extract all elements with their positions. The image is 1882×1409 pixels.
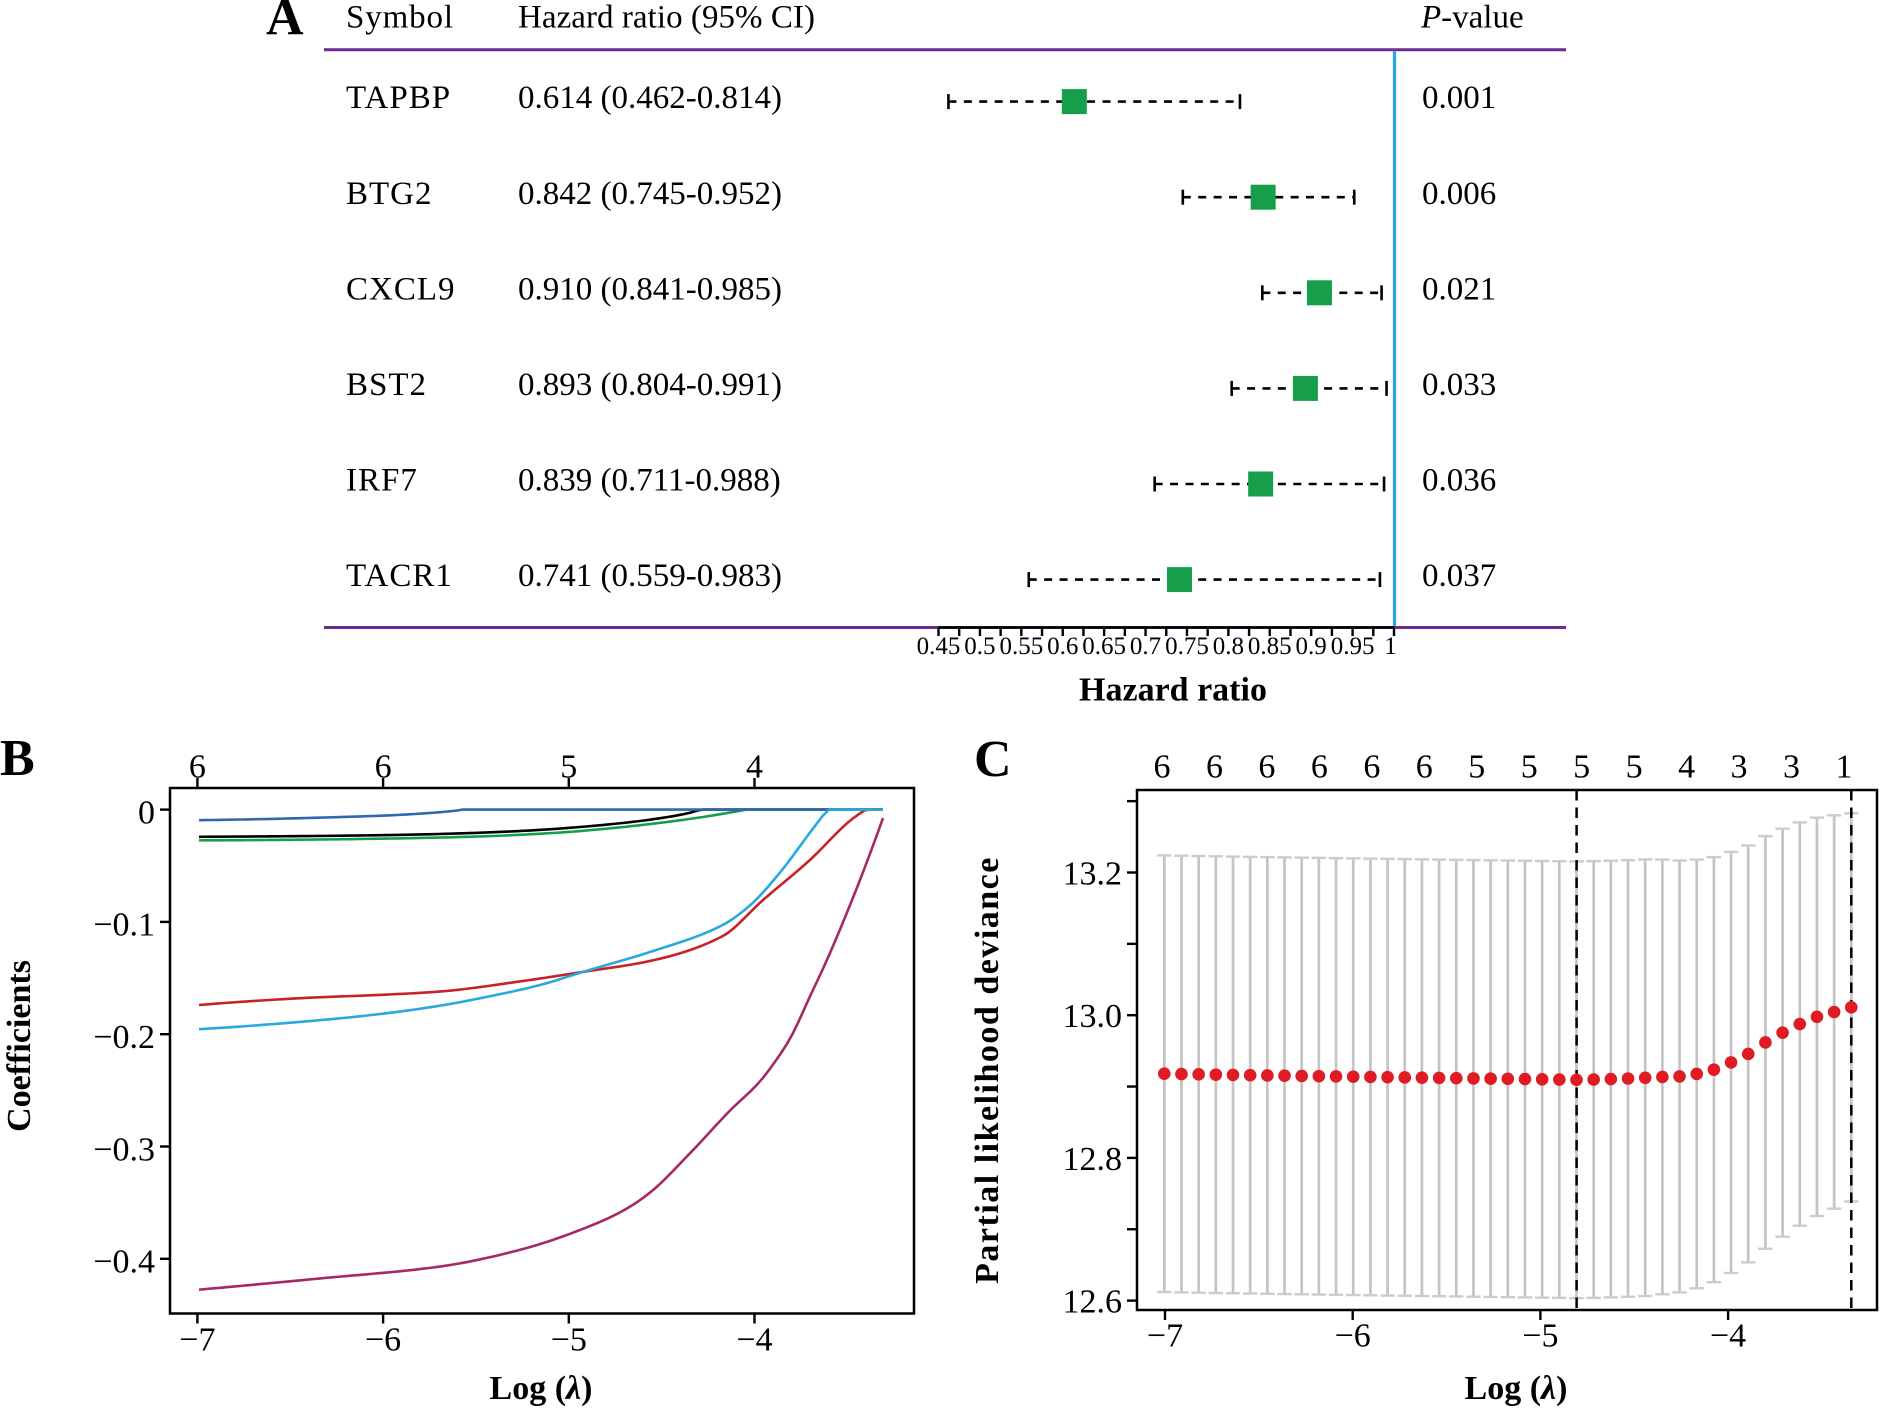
svg-text:0.8: 0.8 (1213, 633, 1244, 660)
svg-text:0.85: 0.85 (1248, 633, 1292, 660)
svg-text:0.001: 0.001 (1422, 80, 1496, 116)
svg-text:TACR1: TACR1 (346, 558, 453, 594)
svg-text:0.741 (0.559-0.983): 0.741 (0.559-0.983) (518, 558, 782, 594)
svg-text:0.021: 0.021 (1422, 271, 1496, 307)
svg-text:C: C (974, 731, 1012, 788)
svg-text:TAPBP: TAPBP (346, 80, 451, 116)
svg-text:Log (λ): Log (λ) (1465, 1370, 1568, 1407)
svg-text:6: 6 (1258, 749, 1275, 786)
svg-text:1: 1 (1835, 749, 1852, 786)
svg-text:6: 6 (189, 749, 206, 786)
svg-text:0.6: 0.6 (1047, 633, 1078, 660)
svg-text:−5: −5 (551, 1322, 587, 1359)
svg-text:IRF7: IRF7 (346, 463, 418, 499)
svg-text:Hazard ratio (95% CI): Hazard ratio (95% CI) (518, 0, 815, 36)
svg-text:0.9: 0.9 (1296, 633, 1327, 660)
svg-text:B: B (0, 730, 35, 787)
svg-text:Coefficients: Coefficients (1, 960, 38, 1132)
svg-text:−6: −6 (365, 1322, 401, 1359)
svg-text:4: 4 (746, 749, 763, 786)
svg-text:12.8: 12.8 (1063, 1141, 1123, 1178)
svg-text:0.5: 0.5 (964, 633, 995, 660)
svg-text:−0.4: −0.4 (93, 1244, 155, 1281)
svg-text:−4: −4 (1710, 1318, 1746, 1355)
svg-text:6: 6 (1311, 749, 1328, 786)
svg-text:Log (λ): Log (λ) (490, 1370, 593, 1407)
svg-text:5: 5 (1573, 749, 1590, 786)
svg-text:Partial likelihood deviance: Partial likelihood deviance (969, 856, 1006, 1284)
svg-text:4: 4 (1678, 749, 1695, 786)
svg-text:0.75: 0.75 (1165, 633, 1209, 660)
svg-text:P-value: P-value (1420, 0, 1524, 36)
svg-text:13.0: 13.0 (1063, 998, 1123, 1035)
svg-text:0.893 (0.804-0.991): 0.893 (0.804-0.991) (518, 367, 782, 403)
svg-text:13.2: 13.2 (1063, 856, 1123, 893)
svg-text:0: 0 (138, 794, 155, 831)
svg-text:−0.3: −0.3 (93, 1131, 155, 1168)
svg-text:3: 3 (1783, 749, 1800, 786)
svg-text:CXCL9: CXCL9 (346, 271, 456, 307)
svg-text:6: 6 (1416, 749, 1433, 786)
svg-text:12.6: 12.6 (1063, 1284, 1123, 1321)
svg-text:6: 6 (1363, 749, 1380, 786)
svg-text:BTG2: BTG2 (346, 176, 433, 212)
svg-text:A: A (266, 0, 304, 47)
svg-text:0.614 (0.462-0.814): 0.614 (0.462-0.814) (518, 80, 782, 116)
svg-text:−0.1: −0.1 (93, 907, 155, 944)
svg-text:0.7: 0.7 (1130, 633, 1161, 660)
svg-text:−7: −7 (179, 1322, 215, 1359)
svg-text:Hazard ratio: Hazard ratio (1079, 672, 1267, 709)
svg-text:0.006: 0.006 (1422, 176, 1496, 212)
svg-text:0.033: 0.033 (1422, 367, 1496, 403)
svg-text:0.55: 0.55 (999, 633, 1043, 660)
svg-text:0.842 (0.745-0.952): 0.842 (0.745-0.952) (518, 176, 782, 212)
svg-text:0.036: 0.036 (1422, 463, 1496, 499)
svg-text:5: 5 (1521, 749, 1538, 786)
svg-text:5: 5 (1626, 749, 1643, 786)
svg-text:−6: −6 (1335, 1318, 1371, 1355)
svg-text:5: 5 (1468, 749, 1485, 786)
svg-text:3: 3 (1731, 749, 1748, 786)
svg-text:1: 1 (1384, 633, 1397, 660)
svg-text:0.45: 0.45 (917, 633, 961, 660)
svg-text:−0.2: −0.2 (93, 1019, 155, 1056)
svg-text:0.910 (0.841-0.985): 0.910 (0.841-0.985) (518, 271, 782, 307)
svg-text:5: 5 (560, 749, 577, 786)
svg-text:BST2: BST2 (346, 367, 427, 403)
svg-text:0.95: 0.95 (1331, 633, 1375, 660)
svg-text:−4: −4 (736, 1322, 772, 1359)
svg-text:6: 6 (1206, 749, 1223, 786)
svg-text:6: 6 (375, 749, 392, 786)
svg-text:0.65: 0.65 (1082, 633, 1126, 660)
svg-text:0.839 (0.711-0.988): 0.839 (0.711-0.988) (518, 463, 781, 499)
svg-text:Symbol: Symbol (346, 0, 453, 36)
svg-text:−7: −7 (1147, 1318, 1183, 1355)
svg-text:0.037: 0.037 (1422, 558, 1496, 594)
svg-text:6: 6 (1154, 749, 1171, 786)
svg-text:−5: −5 (1522, 1318, 1558, 1355)
